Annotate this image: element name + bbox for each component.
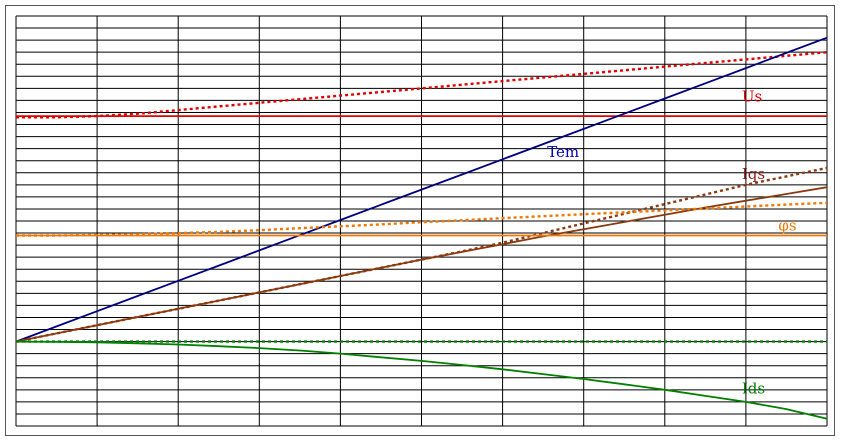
series-label-φs: φs [778, 217, 796, 235]
chart-frame: Us Tem Iqs φs Ids [5, 5, 835, 436]
series-line-ids [15, 340, 828, 420]
grid [15, 15, 828, 427]
series-line-tem [15, 36, 828, 343]
series-labels: Us Tem Iqs φs Ids [547, 88, 796, 398]
series-line-dotted-4 [15, 166, 828, 343]
series-line-iqs [15, 186, 828, 343]
series-lines [15, 36, 828, 420]
series-label-iqs: Iqs [742, 165, 765, 183]
line-chart: Us Tem Iqs φs Ids [15, 15, 828, 427]
series-label-ids: Ids [742, 379, 765, 397]
series-line-dotted-1 [16, 51, 828, 119]
series-label-us: Us [742, 88, 762, 106]
series-label-tem: Tem [547, 143, 579, 161]
